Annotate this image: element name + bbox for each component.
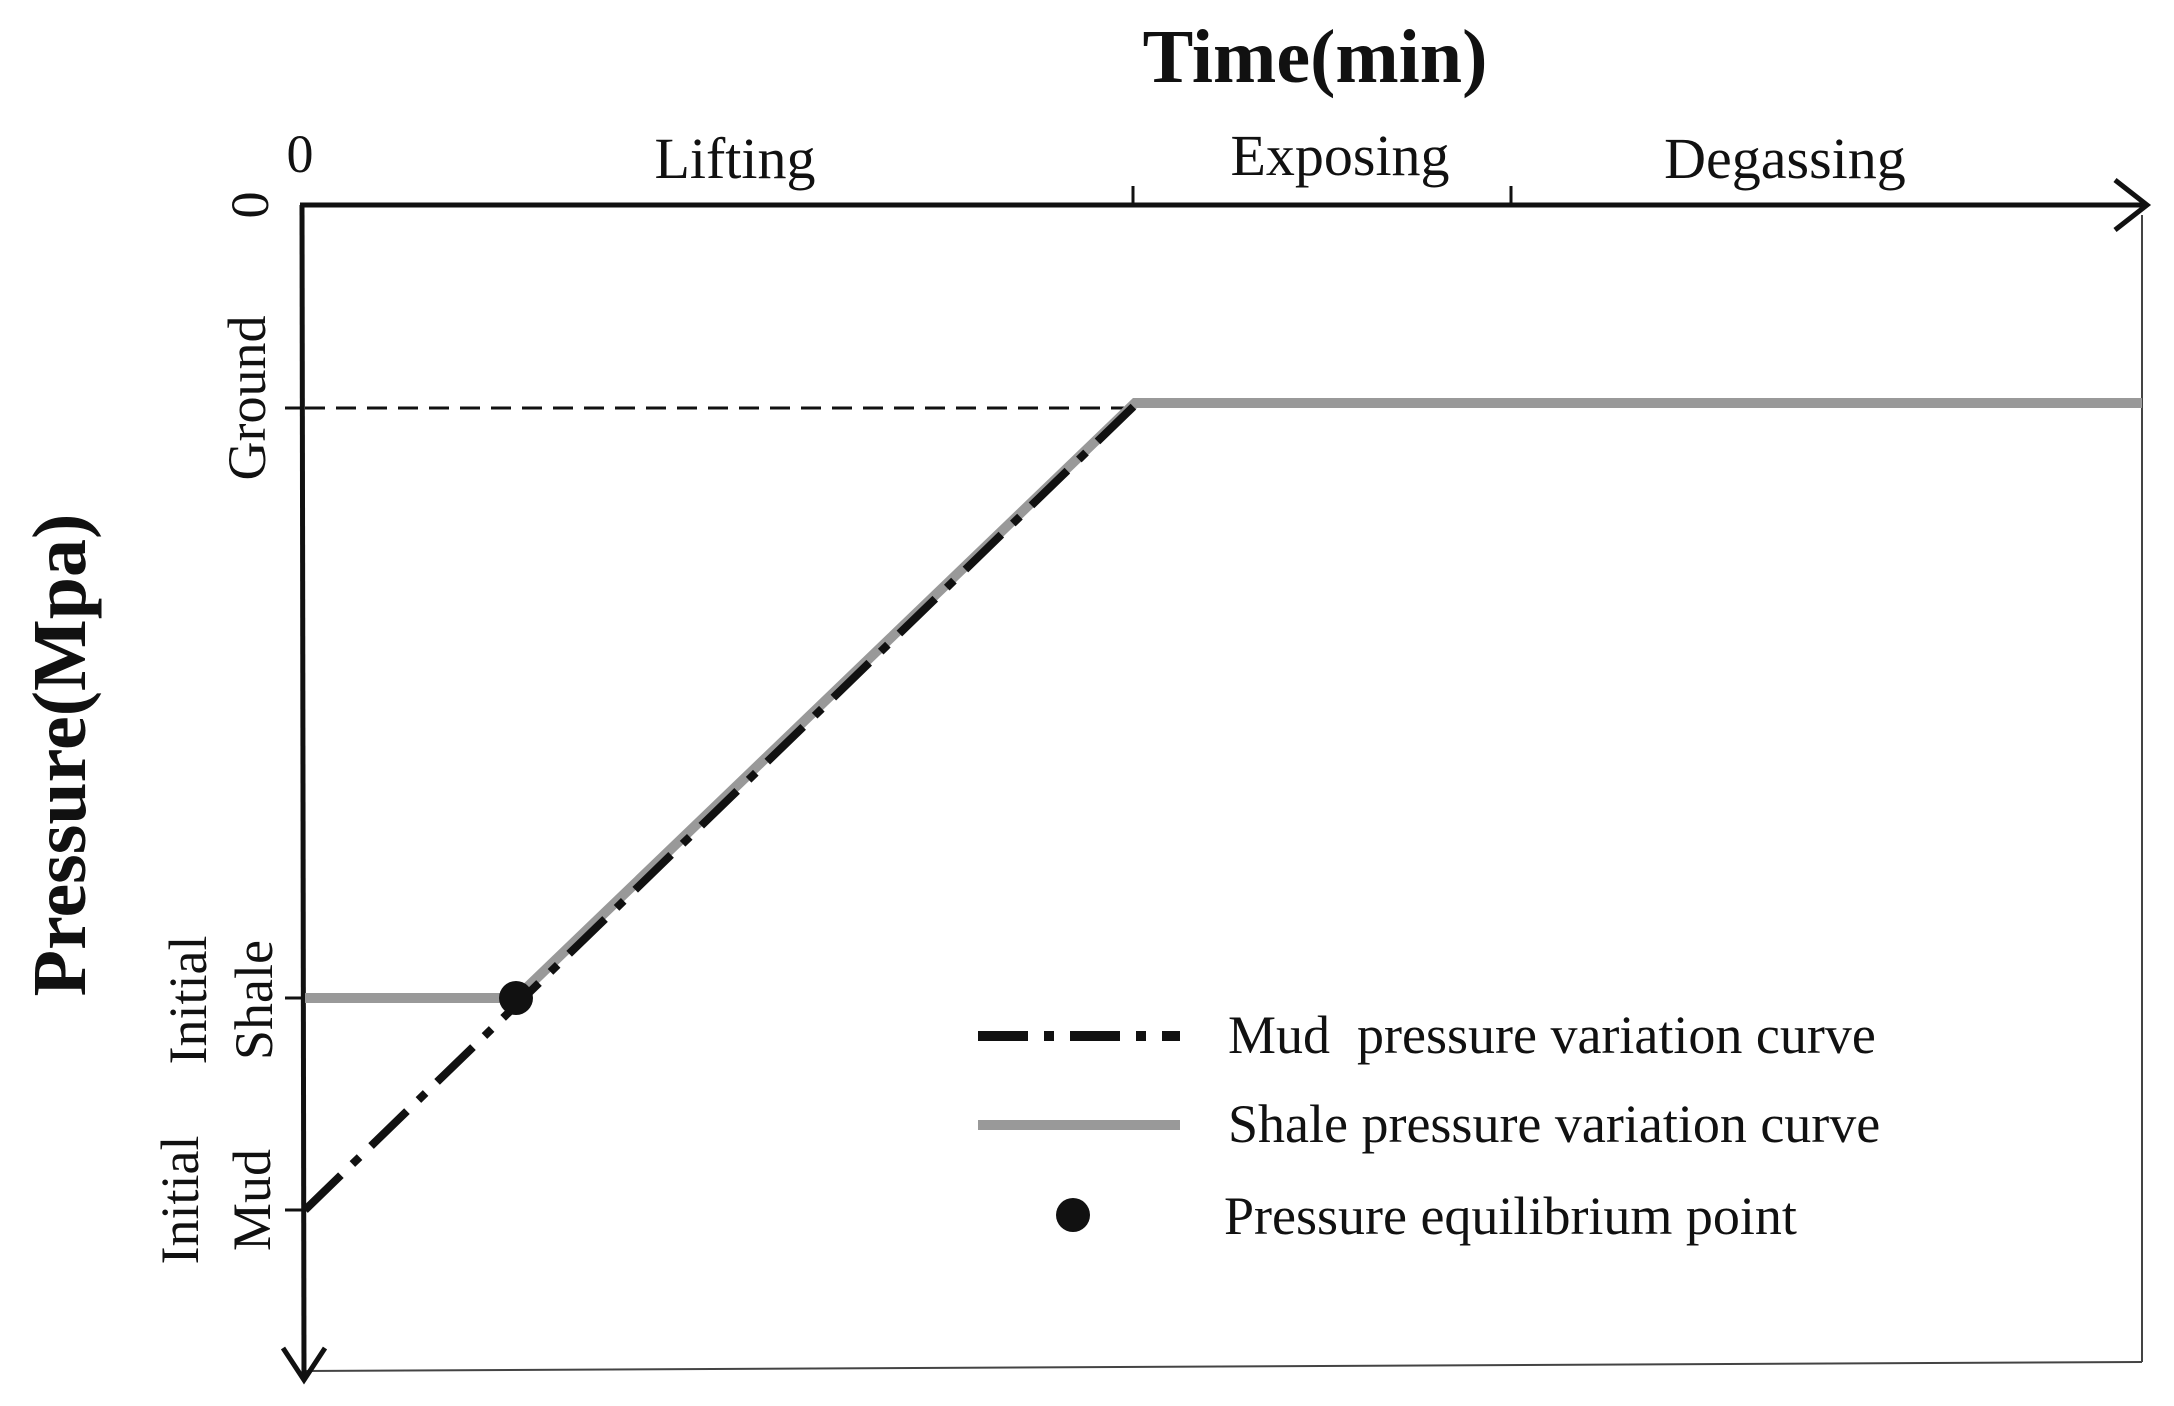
phase-label-degassing: Degassing	[1664, 126, 1906, 191]
phase-label-exposing: Exposing	[1230, 123, 1449, 188]
y-axis-arrow-icon	[280, 1346, 328, 1385]
initial-mud-label-line2: Mud	[222, 1149, 282, 1251]
legend-point-label: Pressure equilibrium point	[1224, 1186, 1797, 1246]
initial-shale-label-line1: Initial	[158, 936, 218, 1065]
legend-mud-label: Mud pressure variation curve	[1228, 1005, 1876, 1065]
phase-label-lifting: Lifting	[654, 126, 815, 191]
legend-point-marker	[1056, 1198, 1090, 1232]
x-origin-label: 0	[287, 124, 314, 184]
shale-pressure-curve	[305, 398, 2142, 1003]
diagram-title: Time(min)	[1143, 15, 1488, 99]
x-axis-arrow-icon	[2113, 178, 2152, 232]
y-origin-label: 0	[220, 192, 280, 219]
frame-bottom-border	[301, 1361, 2143, 1372]
ground-label: Ground	[217, 316, 277, 481]
pressure-equilibrium-point	[499, 981, 533, 1015]
legend-shale-label: Shale pressure variation curve	[1228, 1094, 1880, 1154]
legend: Mud pressure variation curve Shale press…	[978, 1005, 1880, 1246]
y-axis	[299, 204, 307, 1379]
mud-pressure-curve	[302, 402, 1138, 1213]
initial-shale-label-line2: Shale	[224, 940, 284, 1060]
y-axis-label: Pressure(Mpa)	[18, 514, 102, 997]
initial-mud-label-line1: Initial	[150, 1136, 210, 1265]
